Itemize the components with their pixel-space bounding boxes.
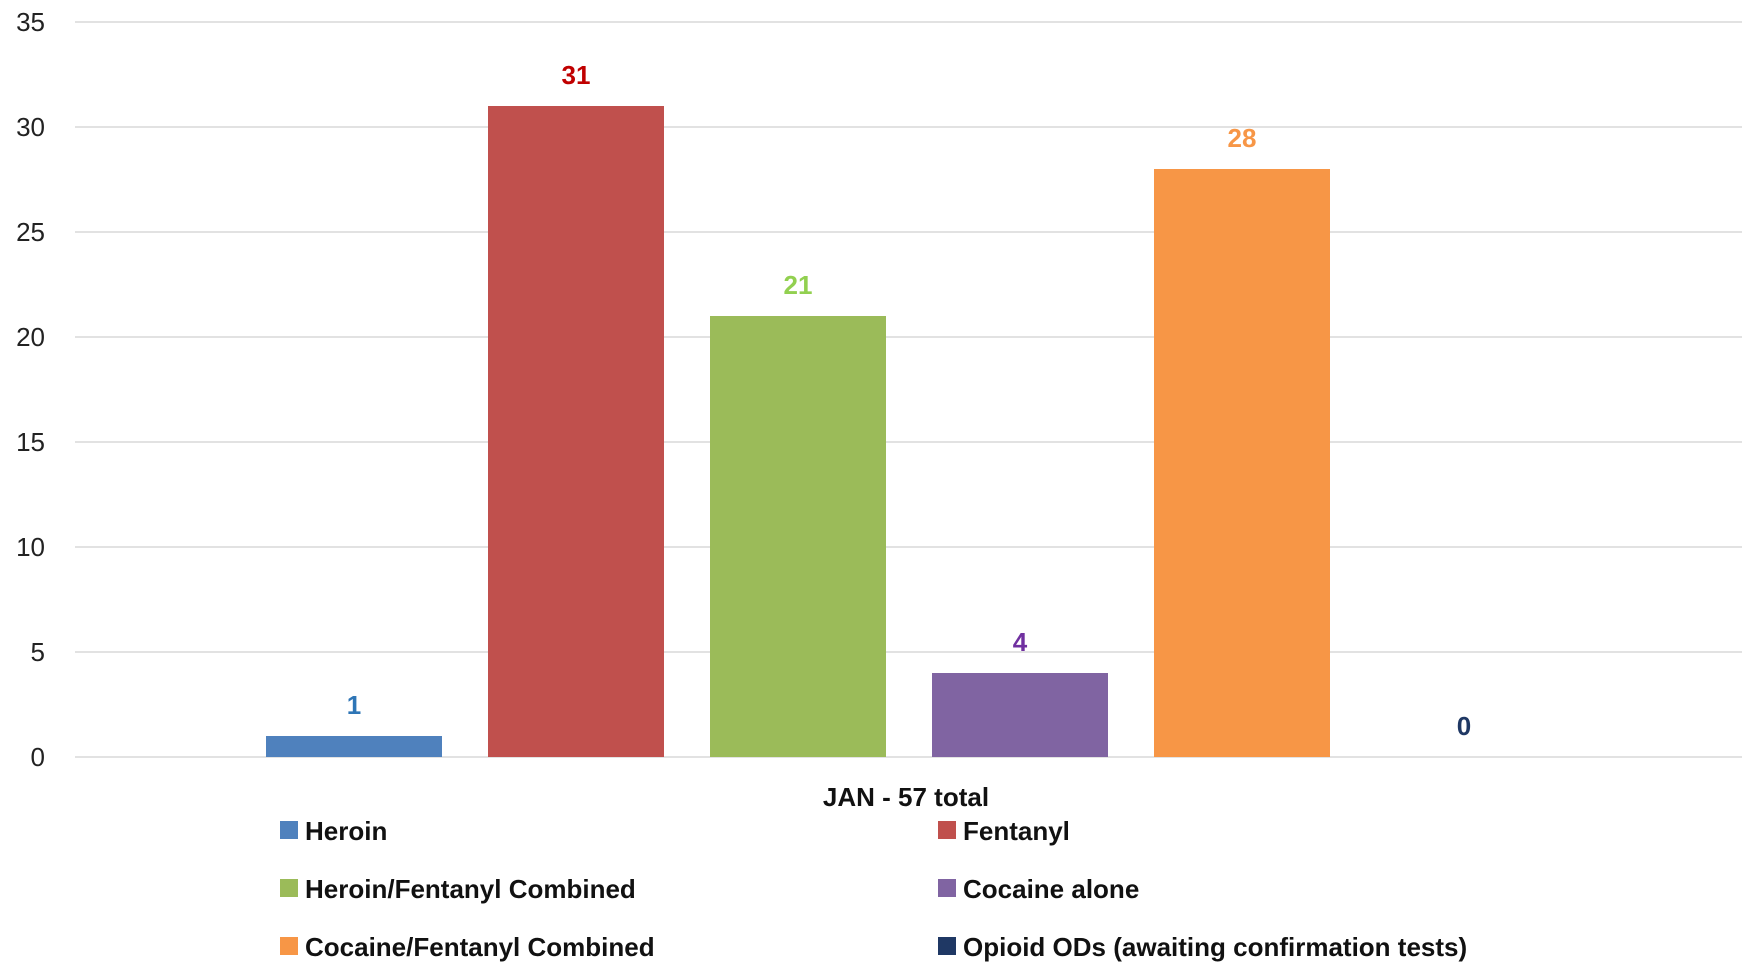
legend-swatch	[280, 937, 298, 955]
bar-4	[932, 673, 1108, 757]
legend-swatch	[280, 879, 298, 897]
legend-label: Cocaine/Fentanyl Combined	[305, 932, 655, 962]
data-label-5: 28	[1228, 123, 1257, 153]
legend-label: Heroin	[305, 816, 387, 846]
y-axis-ticks: 0 5 10 15 20 25 30 35	[16, 7, 45, 772]
data-labels: 1 31 21 4 28 0	[347, 60, 1471, 741]
gridlines	[75, 21, 1742, 758]
legend-item: Cocaine/Fentanyl Combined	[280, 932, 655, 962]
legend-item: Heroin	[280, 816, 387, 846]
data-label-2: 31	[562, 60, 591, 90]
legend-label: Heroin/Fentanyl Combined	[305, 874, 636, 904]
bar-5	[1154, 169, 1330, 757]
data-label-4: 4	[1013, 627, 1028, 657]
legend-item: Fentanyl	[938, 816, 1070, 846]
y-tick-label: 35	[16, 7, 45, 37]
bar-1	[266, 736, 442, 757]
y-tick-label: 25	[16, 217, 45, 247]
y-tick-label: 5	[31, 637, 45, 667]
data-label-3: 21	[784, 270, 813, 300]
data-label-6: 0	[1457, 711, 1471, 741]
y-tick-label: 0	[31, 742, 45, 772]
legend: Heroin Fentanyl Heroin/Fentanyl Combined Co…	[280, 816, 1467, 962]
legend-item: Cocaine alone	[938, 874, 1139, 904]
legend-item: Heroin/Fentanyl Combined	[280, 874, 636, 904]
legend-swatch	[938, 879, 956, 897]
legend-swatch	[938, 937, 956, 955]
y-tick-label: 20	[16, 322, 45, 352]
bar-2	[488, 106, 664, 757]
legend-label: Cocaine alone	[963, 874, 1139, 904]
y-tick-label: 10	[16, 532, 45, 562]
data-label-1: 1	[347, 690, 361, 720]
legend-swatch	[280, 821, 298, 839]
legend-item: Opioid ODs (awaiting confirmation tests)	[938, 932, 1467, 962]
bar-3	[710, 316, 886, 757]
y-tick-label: 15	[16, 427, 45, 457]
category-label: JAN - 57 total	[823, 782, 989, 812]
y-tick-label: 30	[16, 112, 45, 142]
legend-label: Fentanyl	[963, 816, 1070, 846]
bars	[266, 106, 1330, 757]
legend-label: Opioid ODs (awaiting confirmation tests)	[963, 932, 1467, 962]
legend-swatch	[938, 821, 956, 839]
